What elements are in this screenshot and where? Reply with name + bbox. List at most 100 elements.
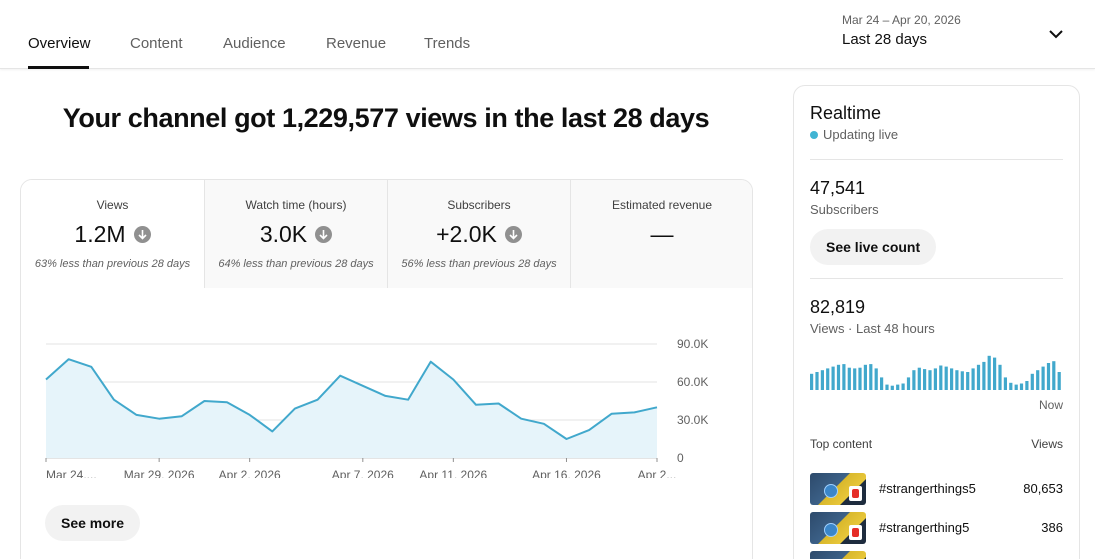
metric-label: Estimated revenue <box>611 198 713 212</box>
active-tab-indicator <box>28 66 89 69</box>
tab-trends[interactable]: Trends <box>424 35 471 52</box>
x-tick-label: Apr 16, 2026 <box>532 468 601 478</box>
realtime-bar <box>982 361 986 390</box>
views-area-fill <box>46 359 657 458</box>
metric-estimated-revenue[interactable]: Estimated revenue — <box>570 180 752 288</box>
tab-overview[interactable]: Overview <box>28 35 91 52</box>
see-live-count-button[interactable]: See live count <box>810 229 937 265</box>
realtime-bar <box>869 364 873 390</box>
date-range-label: Last 28 days <box>842 31 928 48</box>
realtime-bar <box>906 377 911 390</box>
realtime-bar <box>1025 381 1029 390</box>
realtime-bar <box>826 368 830 390</box>
views-series-line <box>45 358 658 440</box>
realtime-bar <box>810 373 814 390</box>
metric-comparison: 64% less than previous 28 days <box>218 258 374 270</box>
metric-label: Watch time (hours) <box>245 198 347 212</box>
realtime-bar <box>1036 370 1040 390</box>
x-tick-label: Apr 11, 2026 <box>419 468 487 478</box>
top-content-item[interactable]: #strangerthing5 386 <box>810 512 1063 544</box>
tab-content[interactable]: Content <box>130 35 183 52</box>
realtime-bar <box>831 366 835 390</box>
x-tick-label: Apr 2... <box>638 468 677 478</box>
realtime-bar <box>901 383 905 390</box>
realtime-card: Realtime Updating live 47,541 Subscriber… <box>793 85 1080 559</box>
realtime-bar <box>976 364 981 390</box>
top-content-header: Top content Views <box>810 437 1063 451</box>
see-more-button[interactable]: See more <box>45 505 141 541</box>
analytics-tab-bar: Overview Content Audience Revenue Trends… <box>0 0 1095 69</box>
arrow-down-icon <box>504 225 522 243</box>
realtime-bar <box>939 365 943 390</box>
realtime-bar <box>1057 372 1061 390</box>
metric-label: Views <box>96 198 129 212</box>
divider <box>810 159 1063 160</box>
realtime-views-bar-chart <box>810 355 1061 390</box>
arrow-down-icon <box>133 225 151 243</box>
video-thumbnail <box>810 512 866 544</box>
metric-views[interactable]: Views 1.2M 63% less than previous 28 day… <box>21 180 204 288</box>
realtime-bar <box>1009 382 1013 390</box>
realtime-subscriber-label: Subscribers <box>810 202 879 217</box>
video-thumbnail <box>810 551 866 559</box>
metric-label: Subscribers <box>447 198 511 212</box>
y-tick-label: 0 <box>677 451 684 465</box>
realtime-bar <box>928 370 932 390</box>
now-label: Now <box>1038 398 1063 412</box>
metric-subscribers[interactable]: Subscribers +2.0K 56% less than previous… <box>387 180 570 288</box>
video-thumbnail <box>810 473 866 505</box>
tab-audience[interactable]: Audience <box>223 35 286 52</box>
realtime-bar <box>1003 377 1007 390</box>
realtime-bar <box>863 364 867 390</box>
realtime-bar <box>890 385 894 390</box>
realtime-bar <box>917 367 921 390</box>
metric-tabs: Views 1.2M 63% less than previous 28 day… <box>21 180 752 288</box>
shorts-icon <box>849 486 862 501</box>
arrow-down-icon <box>315 225 333 243</box>
realtime-subscriber-count: 47,541 <box>810 178 866 198</box>
realtime-bar <box>815 372 819 390</box>
divider <box>810 278 1063 279</box>
realtime-bar <box>1030 373 1034 390</box>
overview-card: Views 1.2M 63% less than previous 28 day… <box>20 179 753 559</box>
top-content-item[interactable] <box>810 551 1063 559</box>
metric-value: 3.0K <box>259 220 308 247</box>
y-tick-label: 90.0K <box>677 337 708 351</box>
realtime-bar <box>923 369 927 390</box>
tab-revenue[interactable]: Revenue <box>326 35 387 52</box>
realtime-bar <box>858 367 862 390</box>
realtime-bar <box>987 355 991 390</box>
realtime-bar <box>885 384 889 390</box>
metric-comparison: 56% less than previous 28 days <box>401 258 557 270</box>
video-title: #strangerthing5 <box>879 520 970 535</box>
y-tick-label: 30.0K <box>677 413 708 427</box>
realtime-bar <box>993 357 997 390</box>
metric-value: 1.2M <box>74 220 126 247</box>
realtime-bar <box>955 370 959 390</box>
date-range-selector[interactable]: Mar 24 – Apr 20, 2026 Last 28 days <box>842 13 961 48</box>
realtime-bar <box>820 370 824 390</box>
realtime-bar <box>896 384 900 390</box>
realtime-title: Realtime <box>810 103 882 123</box>
metric-value: — <box>650 220 674 247</box>
realtime-bar <box>853 368 857 390</box>
chevron-down-icon[interactable] <box>1046 24 1066 44</box>
metric-watch-time[interactable]: Watch time (hours) 3.0K 64% less than pr… <box>204 180 387 288</box>
realtime-bar <box>880 377 884 390</box>
views-line-chart: 0 30.0K 60.0K 90.0K Mar 24,... Mar 29, 2026 Ap… <box>45 337 708 478</box>
realtime-bar <box>836 364 841 390</box>
metric-value: +2.0K <box>436 220 497 247</box>
top-content-item[interactable]: #strangerthings5 80,653 <box>810 473 1063 505</box>
realtime-bar <box>971 368 975 390</box>
realtime-bar <box>933 368 937 390</box>
video-views: 386 <box>1041 520 1063 535</box>
realtime-bar <box>874 368 878 390</box>
video-views: 80,653 <box>1023 481 1063 496</box>
x-tick-label: Apr 2, 2026 <box>219 468 281 478</box>
realtime-bar <box>1014 384 1018 390</box>
realtime-bar <box>1041 366 1045 390</box>
x-tick-label: Mar 29, 2026 <box>124 468 195 478</box>
realtime-bar <box>912 370 916 390</box>
realtime-bar <box>1019 383 1024 390</box>
top-content-views-label: Views <box>1031 437 1063 451</box>
